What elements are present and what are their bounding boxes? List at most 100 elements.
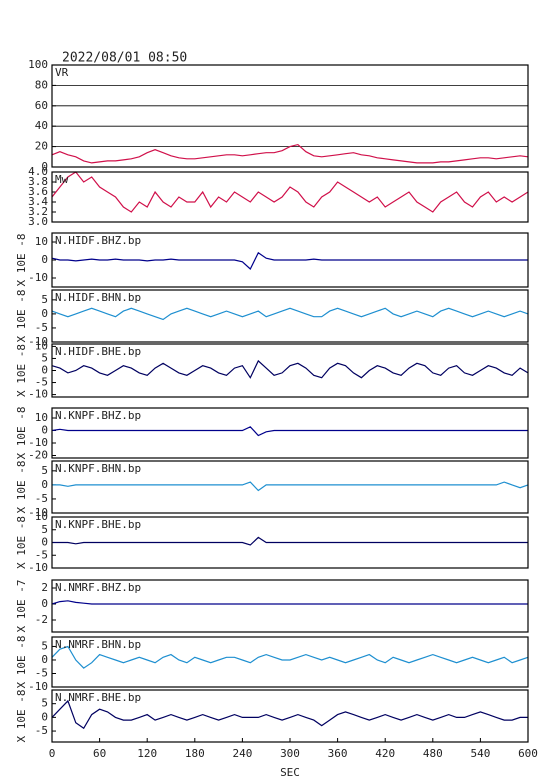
y-tick-label: -10 <box>28 680 48 693</box>
y-tick-label: 5 <box>41 293 48 306</box>
y-axis-label: X 10E -8 <box>15 407 28 460</box>
y-tick-label: 0 <box>41 424 48 437</box>
x-tick-label: 240 <box>232 747 252 760</box>
y-tick-label: 0 <box>41 653 48 666</box>
y-axis-label: X 10E -8 <box>15 636 28 689</box>
panel-frame <box>51 460 529 514</box>
y-tick-label: 3.4 <box>28 195 48 208</box>
panel-label: N.KNPF.BHZ.bp <box>55 409 141 422</box>
y-tick-label: 0 <box>41 160 48 173</box>
y-axis-label: X 10E -7 <box>15 580 28 633</box>
panel-label: N.KNPF.BHE.bp <box>55 518 141 531</box>
y-tick-label: 0 <box>41 536 48 549</box>
y-tick-label: 5 <box>41 351 48 364</box>
y-tick-label: -5 <box>35 548 48 561</box>
y-tick-label: 5 <box>41 697 48 710</box>
panel-frame <box>51 407 529 459</box>
y-tick-label: 3.6 <box>28 185 48 198</box>
trace <box>51 171 529 213</box>
x-tick-label: 180 <box>185 747 205 760</box>
y-tick-label: 10 <box>35 339 48 352</box>
x-tick-label: 480 <box>423 747 443 760</box>
y-tick-label: 10 <box>35 510 48 523</box>
trace <box>51 426 528 437</box>
y-tick-label: -5 <box>35 321 48 334</box>
trace <box>52 481 529 492</box>
y-tick-label: 0 <box>41 597 48 610</box>
y-tick-label: 0 <box>41 253 48 266</box>
panel-frame <box>51 171 529 223</box>
x-tick-label: 120 <box>137 747 157 760</box>
trace <box>51 699 528 730</box>
y-tick-label: -10 <box>28 271 48 284</box>
y-tick-label: 5 <box>41 464 48 477</box>
panel-label: Mw <box>55 173 69 186</box>
y-tick-label: 0 <box>41 364 48 377</box>
y-axis-label: X 10E -8 <box>15 290 28 343</box>
trace <box>51 600 528 605</box>
x-tick-label: 420 <box>375 747 395 760</box>
x-tick-label: 360 <box>328 747 348 760</box>
y-axis-label: X 10E -8 <box>15 461 28 514</box>
panel-label: N.NMRF.BHZ.bp <box>55 581 141 594</box>
y-tick-label: 100 <box>28 58 48 71</box>
trace <box>51 251 528 270</box>
x-tick-label: 600 <box>518 747 538 760</box>
panel-frame <box>51 232 529 288</box>
y-tick-label: 60 <box>35 99 48 112</box>
x-axis-label: SEC <box>280 766 300 779</box>
y-tick-label: -5 <box>35 492 48 505</box>
x-tick-label: 300 <box>280 747 300 760</box>
y-tick-label: -10 <box>28 335 48 348</box>
panel-frame <box>51 636 529 688</box>
panel-frame <box>51 579 529 633</box>
y-tick-label: 3.0 <box>28 215 48 228</box>
y-tick-label: 5 <box>41 639 48 652</box>
y-tick-label: -5 <box>35 376 48 389</box>
x-tick-label: 0 <box>49 747 56 760</box>
panel-label: N.NMRF.BHE.bp <box>55 691 141 704</box>
panel-label: N.KNPF.BHN.bp <box>55 462 141 475</box>
y-tick-label: 80 <box>35 78 48 91</box>
trace <box>51 143 529 164</box>
chart-title: 2022/08/01 08:50 <box>62 51 187 66</box>
y-tick-label: -10 <box>28 506 48 519</box>
y-tick-label: -5 <box>35 724 48 737</box>
panel-label: N.NMRF.BHN.bp <box>55 638 141 651</box>
panel-frame <box>51 289 529 343</box>
panel-frame <box>51 64 529 168</box>
y-tick-label: 4.0 <box>28 165 48 178</box>
trace <box>51 307 529 321</box>
y-axis-label: X 10E -8 <box>15 234 28 287</box>
y-tick-label: 40 <box>35 119 48 132</box>
trace <box>51 645 529 669</box>
y-tick-label: -10 <box>28 388 48 401</box>
panel-label: VR <box>55 66 69 79</box>
panel-frame <box>51 343 529 398</box>
x-tick-label: 540 <box>470 747 490 760</box>
y-tick-label: -20 <box>28 449 48 462</box>
y-axis-label: X 10E -8 <box>15 516 28 569</box>
trace <box>51 359 529 379</box>
y-tick-label: 3.8 <box>28 175 48 188</box>
trace <box>52 536 528 546</box>
y-tick-label: -5 <box>35 666 48 679</box>
y-tick-label: 0 <box>41 478 48 491</box>
y-tick-label: 20 <box>35 140 48 153</box>
y-tick-label: 10 <box>35 411 48 424</box>
y-tick-label: 0 <box>41 307 48 320</box>
x-tick-label: 60 <box>93 747 106 760</box>
y-tick-label: -10 <box>28 436 48 449</box>
y-tick-label: 3.2 <box>28 205 48 218</box>
y-tick-label: -2 <box>35 613 48 626</box>
y-tick-label: -10 <box>28 561 48 574</box>
y-tick-label: 5 <box>41 523 48 536</box>
y-axis-label: X 10E -8 <box>15 690 28 743</box>
panel-label: N.HIDF.BHE.bp <box>55 345 141 358</box>
y-tick-label: 10 <box>35 235 48 248</box>
panel-label: N.HIDF.BHN.bp <box>55 291 141 304</box>
y-axis-label: X 10E -8 <box>15 344 28 397</box>
y-tick-label: 0 <box>41 710 48 723</box>
panel-label: N.HIDF.BHZ.bp <box>55 234 141 247</box>
